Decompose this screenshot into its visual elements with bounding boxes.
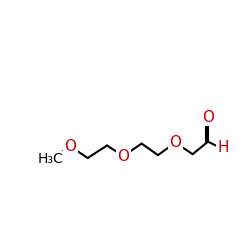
Text: O: O [169, 135, 181, 150]
Text: H: H [217, 140, 229, 155]
Text: H₃C: H₃C [37, 152, 63, 166]
Text: O: O [117, 148, 129, 164]
Text: O: O [64, 139, 76, 154]
Text: O: O [202, 110, 214, 124]
